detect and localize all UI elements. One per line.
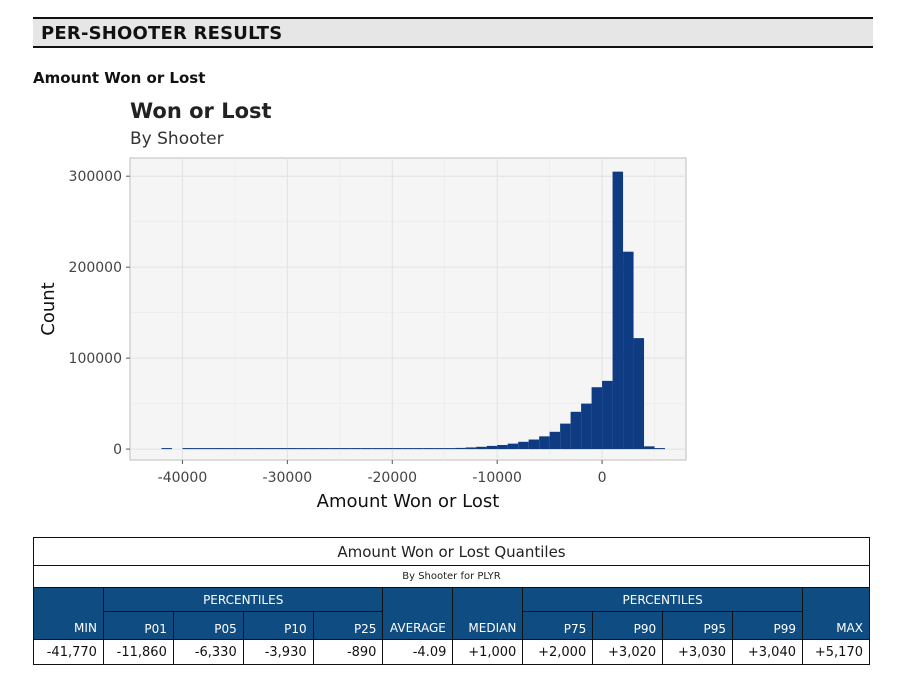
histogram-bar	[560, 423, 571, 450]
value-average: -4.09	[382, 639, 454, 665]
header-p05: P05	[172, 611, 244, 640]
histogram-bar	[276, 448, 288, 450]
histogram-bar	[591, 387, 603, 450]
header-p95: P95	[662, 611, 734, 640]
header-p75: P75	[522, 611, 594, 640]
histogram-bar	[612, 171, 624, 450]
header-average: AVERAGE	[382, 587, 454, 640]
value-p75: +2,000	[522, 639, 594, 665]
histogram-bar	[339, 448, 351, 450]
section-header: PER-SHOOTER RESULTS	[33, 17, 873, 48]
histogram-bar	[371, 448, 382, 450]
header-p10: P10	[242, 611, 314, 640]
table-subtitle: By Shooter for PLYR	[33, 565, 870, 588]
x-tick-label: -40000	[158, 470, 208, 486]
histogram-bar	[266, 448, 277, 450]
y-tick-label: 100000	[69, 351, 122, 367]
histogram-bar	[528, 439, 540, 450]
value-p10: -3,930	[242, 639, 314, 665]
histogram-bar	[518, 441, 529, 450]
histogram-bar	[644, 446, 655, 450]
histogram-bar	[350, 448, 361, 450]
percentiles-group-right: PERCENTILES	[522, 587, 803, 612]
histogram-bar	[318, 448, 330, 450]
histogram-bar	[476, 446, 487, 450]
header-min: MIN	[33, 587, 104, 640]
header-p01: P01	[102, 611, 174, 640]
histogram-bar	[570, 411, 582, 450]
value-median: +1,000	[452, 639, 524, 665]
header-max: MAX	[801, 587, 871, 640]
histogram-chart: -40000 -30000 -20000 -10000 0 0 100000 200000 30…	[38, 157, 687, 512]
chart-title: Won or Lost	[130, 99, 272, 123]
y-axis-label: Count	[38, 282, 59, 335]
histogram-bar	[308, 448, 319, 450]
value-max: +5,170	[801, 639, 871, 665]
histogram-bar	[392, 448, 403, 450]
histogram-bar	[213, 448, 225, 450]
x-tick-label: 0	[598, 470, 607, 486]
quantiles-table: Amount Won or Lost Quantiles By Shooter …	[33, 537, 871, 665]
histogram-bar	[287, 448, 298, 450]
header-p90: P90	[592, 611, 664, 640]
histogram-bar	[486, 445, 498, 450]
histogram-bar	[329, 448, 340, 450]
value-p90: +3,020	[592, 639, 664, 665]
value-min: -41,770	[33, 639, 104, 665]
histogram-bar	[455, 447, 466, 450]
histogram-bar	[423, 448, 435, 450]
histogram-bar	[402, 448, 414, 450]
y-tick-label: 200000	[69, 260, 122, 276]
y-tick-label: 0	[113, 442, 122, 458]
histogram-bar	[633, 338, 645, 450]
histogram-bar	[581, 403, 592, 450]
histogram-bar	[539, 436, 550, 450]
value-p05: -6,330	[172, 639, 244, 665]
value-p95: +3,030	[662, 639, 734, 665]
table-title: Amount Won or Lost Quantiles	[33, 537, 870, 566]
histogram-bar	[245, 448, 256, 450]
header-p99: P99	[732, 611, 803, 640]
histogram-bar	[360, 448, 372, 450]
histogram-bar	[381, 448, 393, 450]
histogram-bar	[182, 448, 193, 450]
histogram-bar	[224, 448, 235, 450]
value-p01: -11,860	[102, 639, 174, 665]
histogram-bar	[623, 251, 634, 450]
x-axis-label: Amount Won or Lost	[317, 491, 500, 512]
histogram-bar	[465, 447, 477, 450]
x-tick-label: -20000	[367, 470, 417, 486]
value-p99: +3,040	[732, 639, 803, 665]
histogram-bar	[507, 443, 519, 450]
subsection-title: Amount Won or Lost	[33, 69, 206, 87]
header-p25: P25	[312, 611, 384, 640]
histogram-bar	[549, 431, 561, 450]
histogram-bar	[413, 448, 424, 450]
section-title: PER-SHOOTER RESULTS	[41, 23, 283, 44]
histogram-bar	[444, 448, 456, 450]
chart-subtitle: By Shooter	[130, 129, 224, 149]
value-p25: -890	[312, 639, 384, 665]
table-row: -41,770 -11,860 -6,330 -3,930 -890 -4.09…	[33, 639, 871, 665]
histogram-bar	[497, 444, 508, 450]
histogram-bar	[203, 448, 214, 450]
percentiles-group-left: PERCENTILES	[102, 587, 384, 612]
histogram-bar	[602, 380, 613, 450]
histogram-bar	[654, 448, 666, 450]
histogram-bar	[161, 448, 172, 450]
histogram-bar	[255, 448, 267, 450]
header-median: MEDIAN	[452, 587, 524, 640]
histogram-bar	[297, 448, 309, 450]
histogram-bar	[434, 448, 445, 450]
y-tick-label: 300000	[69, 169, 122, 185]
x-tick-label: -30000	[263, 470, 313, 486]
histogram-bar	[234, 448, 246, 450]
x-tick-label: -10000	[472, 470, 522, 486]
histogram-bar	[192, 448, 204, 450]
